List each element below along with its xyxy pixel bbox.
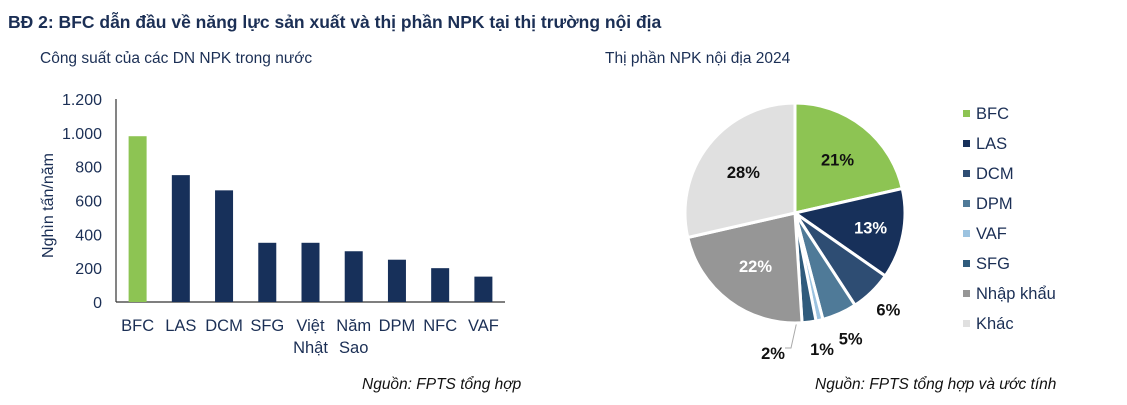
- x-tick-label: DCM: [205, 317, 243, 335]
- leader-line: [785, 320, 798, 349]
- x-tick-label: VAF: [468, 317, 499, 335]
- y-axis-label: Nghìn tấn/năm: [40, 153, 57, 258]
- y-tick-label: 600: [75, 194, 102, 211]
- x-tick-label: Sao: [339, 339, 368, 357]
- legend-label: Nhập khẩu: [976, 285, 1056, 303]
- legend-label: Khác: [976, 315, 1014, 333]
- x-tick-label: Năm: [336, 317, 371, 335]
- y-tick-label: 400: [75, 227, 102, 244]
- bar-las: [171, 175, 190, 302]
- pie-slice-khác: [683, 101, 797, 240]
- pie-chart: 21% 13% 6% 5% 1% 2% 22% 28% BFC LAS DCM DPM VAF SFG Nh…: [683, 101, 1056, 363]
- legend-label: DPM: [976, 195, 1013, 213]
- bar-dcm: [215, 190, 234, 302]
- y-tick-label: 1.200: [62, 92, 102, 109]
- bar-việt-nhật: [301, 242, 320, 302]
- x-tick-label: NFC: [423, 317, 457, 335]
- bar-bfc: [128, 136, 147, 302]
- bar-năm-sao: [344, 251, 363, 302]
- figure-title: BĐ 2: BFC dẫn đầu về năng lực sản xuất v…: [8, 12, 662, 32]
- data-label: 6%: [876, 301, 900, 319]
- data-label: 1%: [810, 341, 834, 359]
- legend-label: SFG: [976, 255, 1010, 273]
- data-label: 13%: [854, 220, 887, 238]
- bar-source: Nguồn: FPTS tổng hợp: [362, 376, 522, 393]
- bar-vaf: [474, 276, 493, 302]
- bar-nfc: [431, 268, 450, 302]
- legend-swatch: [963, 260, 970, 267]
- x-tick-label: Nhật: [293, 339, 328, 357]
- y-tick-label: 0: [93, 295, 102, 312]
- x-tick-label: SFG: [250, 317, 284, 335]
- legend-swatch: [963, 320, 970, 327]
- bar-dpm: [387, 259, 406, 302]
- legend-swatch: [963, 290, 970, 297]
- x-tick-label: LAS: [165, 317, 196, 335]
- legend-label: VAF: [976, 225, 1007, 243]
- bar-sfg: [258, 242, 277, 302]
- pie-source: Nguồn: FPTS tổng hợp và ước tính: [815, 376, 1057, 393]
- pie-slice-las: [791, 186, 907, 279]
- y-tick-label: 200: [75, 261, 102, 278]
- x-tick-label: Việt: [296, 317, 325, 335]
- x-tick-label: DPM: [379, 317, 416, 335]
- pie-slice-nhập-khẩu: [685, 211, 804, 325]
- legend-label: DCM: [976, 165, 1014, 183]
- data-label: 21%: [821, 152, 854, 170]
- pie-slice-bfc: [793, 101, 905, 215]
- legend-swatch: [963, 140, 970, 147]
- legend-label: LAS: [976, 135, 1007, 153]
- legend-label: BFC: [976, 105, 1009, 123]
- bar-chart: 0 200 400 600 800 1.000 1.200 Nghìn tấn/năm BFC L…: [40, 92, 505, 357]
- legend-swatch: [963, 170, 970, 177]
- bar-chart-title: Công suất của các DN NPK trong nước: [40, 50, 313, 67]
- legend-swatch: [963, 200, 970, 207]
- legend-swatch: [963, 230, 970, 237]
- legend-swatch: [963, 110, 970, 117]
- data-label: 28%: [727, 164, 760, 182]
- data-label: 2%: [761, 345, 785, 363]
- y-tick-label: 1.000: [62, 126, 102, 143]
- pie-chart-title: Thị phần NPK nội địa 2024: [605, 50, 791, 67]
- x-tick-label: BFC: [121, 317, 154, 335]
- y-tick-label: 800: [75, 160, 102, 177]
- data-label: 22%: [739, 258, 772, 276]
- data-label: 5%: [839, 331, 863, 349]
